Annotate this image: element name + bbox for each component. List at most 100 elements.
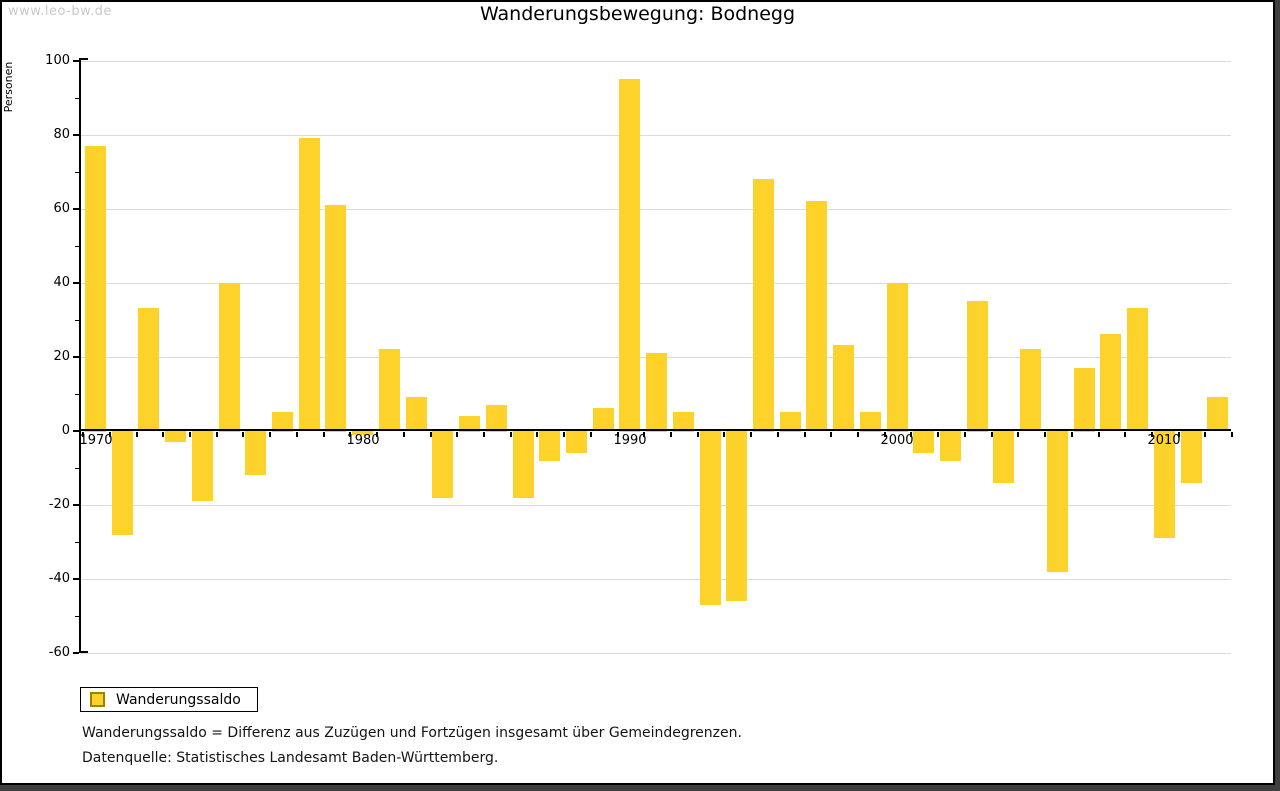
x-tick-7 [269, 432, 271, 437]
bar-1979 [325, 205, 346, 432]
y-tick-label-80: 80 [53, 127, 70, 142]
y-axis-bottom-stub [79, 651, 88, 653]
x-tick-30 [884, 432, 886, 437]
gridline-40 [81, 283, 1231, 284]
bar-1990 [619, 79, 640, 432]
y-tick--60 [73, 652, 79, 654]
x-tick-24 [723, 432, 725, 437]
x-tick-10 [349, 432, 351, 437]
bar-1985 [486, 405, 507, 432]
bar-2004 [993, 430, 1014, 483]
note-datasource: Datenquelle: Statistisches Landesamt Bad… [82, 750, 499, 766]
bar-1972 [138, 308, 159, 431]
bar-1995 [753, 179, 774, 432]
y-tick--40 [73, 578, 79, 580]
y-tick-0 [73, 430, 79, 432]
y-minor-tick--10 [75, 468, 79, 469]
x-tick-25 [750, 432, 752, 437]
x-tick-27 [804, 432, 806, 437]
y-tick-label-0: 0 [61, 423, 70, 438]
bar-2008 [1100, 334, 1121, 431]
bar-2002 [940, 430, 961, 461]
legend-label: Wanderungssaldo [116, 691, 241, 708]
bar-1971 [112, 430, 133, 535]
x-tick-label-2010: 2010 [1147, 433, 1181, 448]
x-tick-37 [1071, 432, 1073, 437]
x-tick-17 [536, 432, 538, 437]
y-minor-tick-10 [75, 394, 79, 395]
bar-2006 [1047, 430, 1068, 572]
y-tick-80 [73, 134, 79, 136]
bar-2001 [913, 430, 934, 453]
x-tick-18 [563, 432, 565, 437]
bar-1994 [726, 430, 747, 601]
y-tick-label--40: -40 [48, 571, 70, 586]
gridline-60 [81, 209, 1231, 210]
x-tick-41 [1178, 432, 1180, 437]
x-tick-16 [510, 432, 512, 437]
bar-2007 [1074, 368, 1095, 432]
bar-1976 [245, 430, 266, 475]
y-axis-title: Personen [2, 61, 15, 113]
legend-swatch-icon [90, 692, 105, 707]
x-tick-label-2000: 2000 [880, 433, 914, 448]
gridline-100 [81, 61, 1231, 62]
x-tick-21 [643, 432, 645, 437]
y-tick-label-60: 60 [53, 201, 70, 216]
x-tick-4 [189, 432, 191, 437]
x-tick-label-1980: 1980 [346, 433, 380, 448]
x-tick-2 [136, 432, 138, 437]
x-tick-13 [430, 432, 432, 437]
x-tick-40 [1151, 432, 1153, 437]
bar-1984 [459, 416, 480, 432]
bar-1992 [673, 412, 694, 432]
bar-1996 [780, 412, 801, 432]
bar-2000 [887, 283, 908, 432]
x-tick-6 [242, 432, 244, 437]
y-minor-tick--50 [75, 616, 79, 617]
x-tick-3 [162, 432, 164, 437]
x-tick-5 [216, 432, 218, 437]
bar-1998 [833, 345, 854, 431]
bar-2005 [1020, 349, 1041, 431]
x-tick-0 [82, 432, 84, 437]
x-tick-34 [991, 432, 993, 437]
y-minor-tick-70 [75, 172, 79, 173]
y-tick-40 [73, 282, 79, 284]
bar-1974 [192, 430, 213, 501]
page-title: Wanderungsbewegung: Bodnegg [479, 3, 796, 25]
x-tick-39 [1124, 432, 1126, 437]
bar-1993 [700, 430, 721, 605]
x-tick-9 [323, 432, 325, 437]
bar-1977 [272, 412, 293, 432]
y-tick-60 [73, 208, 79, 210]
x-tick-28 [830, 432, 832, 437]
bar-1978 [299, 138, 320, 431]
watermark: www.leo-bw.de [8, 4, 112, 19]
bar-1989 [593, 408, 614, 431]
y-tick-label--20: -20 [48, 497, 70, 512]
x-tick-11 [376, 432, 378, 437]
bar-2012 [1207, 397, 1228, 431]
bar-1973 [165, 430, 186, 442]
y-tick-label-20: 20 [53, 349, 70, 364]
y-tick--20 [73, 504, 79, 506]
y-tick-label--60: -60 [48, 645, 70, 660]
x-tick-12 [403, 432, 405, 437]
x-tick-33 [964, 432, 966, 437]
y-minor-tick-30 [75, 320, 79, 321]
bar-1999 [860, 412, 881, 432]
x-tick-31 [910, 432, 912, 437]
bar-2011 [1181, 430, 1202, 483]
x-tick-42 [1204, 432, 1206, 437]
bar-1988 [566, 430, 587, 453]
bar-1975 [219, 283, 240, 432]
bar-2010 [1154, 430, 1175, 538]
y-tick-label-100: 100 [45, 53, 70, 68]
x-tick-8 [296, 432, 298, 437]
x-tick-1 [109, 432, 111, 437]
x-tick-20 [617, 432, 619, 437]
x-tick-19 [590, 432, 592, 437]
